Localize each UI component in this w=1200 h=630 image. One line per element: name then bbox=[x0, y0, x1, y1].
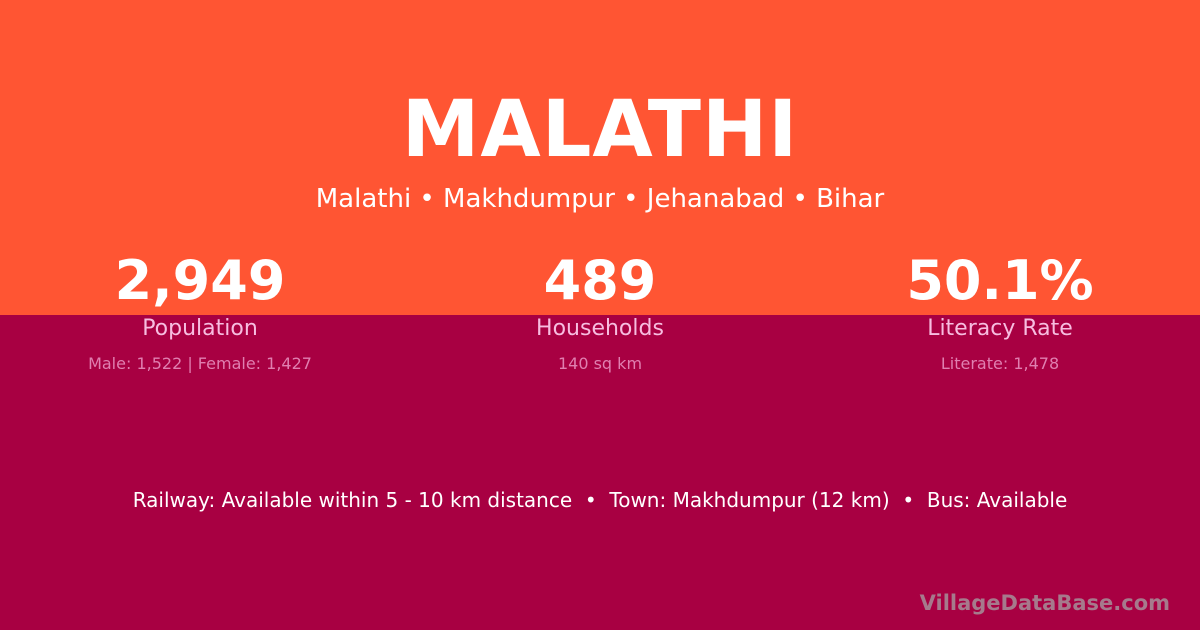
stat-label: Households bbox=[536, 316, 664, 341]
stat-detail: 140 sq km bbox=[557, 354, 643, 373]
stat-detail: Literate: 1,478 bbox=[940, 354, 1060, 373]
stat-value: 489 bbox=[543, 249, 657, 312]
stat-label: Literacy Rate bbox=[927, 316, 1073, 341]
stat-label: Population bbox=[142, 316, 258, 341]
header-band bbox=[0, 0, 1200, 315]
watermark: VillageDataBase.com bbox=[919, 591, 1170, 615]
location-breadcrumb: Malathi • Makhdumpur • Jehanabad • Bihar bbox=[315, 184, 885, 214]
stat-value: 2,949 bbox=[114, 249, 286, 312]
body-band bbox=[0, 315, 1200, 630]
connectivity-info: Railway: Available within 5 - 10 km dist… bbox=[132, 488, 1068, 512]
village-title: MALATHI bbox=[401, 85, 799, 175]
stat-detail: Male: 1,522 | Female: 1,427 bbox=[88, 354, 312, 373]
stat-value: 50.1% bbox=[906, 249, 1094, 312]
